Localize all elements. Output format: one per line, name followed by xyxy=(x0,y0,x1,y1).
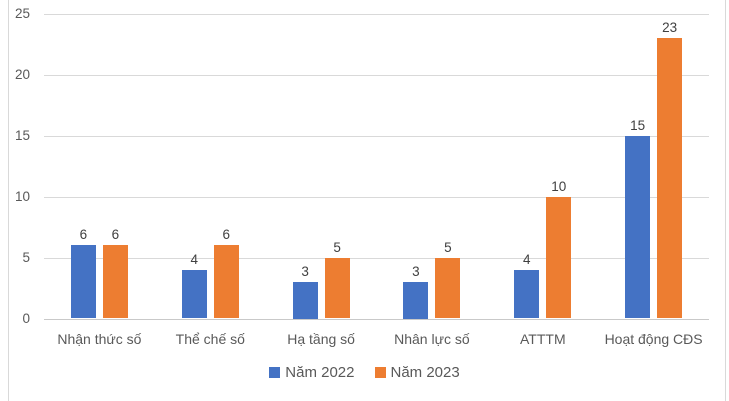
value-label: 6 xyxy=(111,227,120,243)
y-tick-label: 0 xyxy=(22,310,30,326)
gridline xyxy=(44,196,709,198)
gridline xyxy=(44,14,709,15)
value-label: 6 xyxy=(222,227,231,243)
legend: Năm 2022 Năm 2023 xyxy=(0,364,729,381)
category-label: Hoạt động CĐS xyxy=(604,331,703,347)
value-label: 3 xyxy=(412,264,420,279)
gridline xyxy=(44,74,709,76)
bar xyxy=(657,38,683,319)
y-tick-label: 15 xyxy=(14,127,30,143)
legend-swatch xyxy=(269,367,281,378)
gridline xyxy=(44,135,709,137)
bar xyxy=(213,245,239,319)
bar xyxy=(625,135,651,319)
value-label: 4 xyxy=(523,251,531,267)
value-label: 10 xyxy=(551,178,567,194)
legend-item: Năm 2022 xyxy=(269,364,355,381)
gridline xyxy=(44,257,709,259)
value-label: 5 xyxy=(444,239,452,255)
value-label: 4 xyxy=(190,251,199,267)
bar xyxy=(102,245,128,319)
bar xyxy=(292,282,318,319)
bar xyxy=(403,282,429,319)
bar xyxy=(70,245,96,319)
value-label: 15 xyxy=(630,117,646,133)
bar xyxy=(435,257,461,319)
chart-border-left xyxy=(8,0,9,401)
legend-swatch xyxy=(374,367,386,378)
legend-item: Năm 2023 xyxy=(374,364,460,381)
value-label: 23 xyxy=(662,20,678,36)
y-tick-label: 25 xyxy=(14,6,30,21)
category-label: Nhận thức số xyxy=(57,331,142,347)
category-label: ATTTM xyxy=(519,331,566,347)
chart-border-right xyxy=(725,0,726,401)
bar xyxy=(546,196,572,319)
category-label: Hạ tầng số xyxy=(287,331,355,347)
legend-label: Năm 2022 xyxy=(285,364,355,381)
x-axis-line xyxy=(44,318,709,320)
legend-label: Năm 2023 xyxy=(390,364,460,381)
y-tick-label: 20 xyxy=(14,66,30,82)
bar xyxy=(181,269,207,319)
y-tick-label: 10 xyxy=(14,188,30,204)
category-label: Nhân lực số xyxy=(394,331,470,347)
value-label: 3 xyxy=(301,264,309,279)
bar xyxy=(324,257,350,319)
y-tick-label: 5 xyxy=(22,249,30,265)
category-label: Thể chế số xyxy=(175,331,245,347)
value-label: 5 xyxy=(333,239,341,255)
value-label: 6 xyxy=(79,227,88,243)
bar xyxy=(514,269,540,319)
